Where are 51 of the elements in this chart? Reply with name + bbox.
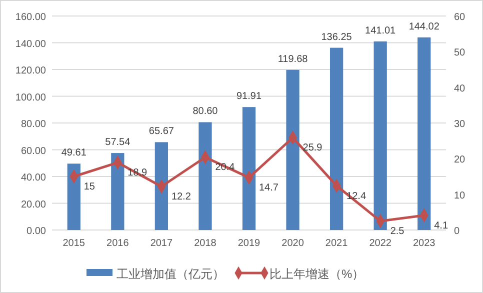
data-label: 144.02: [408, 21, 440, 32]
data-label: 25.9: [302, 142, 323, 154]
y-tick-label: 160.00: [15, 12, 46, 23]
bar: [154, 142, 168, 230]
x-tick-label: 2019: [238, 238, 261, 249]
data-label: 15: [84, 182, 96, 192]
data-label: 12.2: [171, 191, 192, 202]
data-label: 141.01: [365, 25, 396, 36]
data-label: 136.25: [321, 32, 352, 43]
bar: [111, 153, 124, 230]
y-tick-label: 80.00: [20, 119, 46, 130]
data-label: 4.1: [434, 220, 448, 232]
bar: [374, 41, 387, 230]
data-label: 119.68: [278, 54, 308, 65]
x-tick-label: 2015: [62, 238, 86, 249]
y2-tick-label: 50: [454, 48, 466, 59]
x-tick-label: 2022: [369, 238, 392, 249]
y-tick-label: 40.00: [20, 172, 46, 184]
y2-tick-label: 20: [454, 154, 466, 166]
x-tick-label: 2023: [412, 238, 436, 249]
y2-tick-label: 10: [454, 190, 466, 202]
y-tick-label: 60.00: [20, 146, 46, 157]
y2-tick-label: 30: [454, 119, 466, 130]
bar: [286, 70, 300, 230]
x-tick-label: 2021: [325, 238, 348, 249]
bar: [418, 37, 431, 230]
bar: [330, 48, 344, 230]
y-tick-label: 0.00: [26, 226, 46, 237]
data-label: 14.7: [259, 182, 279, 194]
y-tick-label: 140.00: [15, 38, 46, 50]
data-label: 57.54: [105, 137, 131, 148]
data-label: 49.61: [61, 148, 87, 159]
data-label: 80.60: [192, 106, 218, 118]
y2-tick-label: 60: [454, 12, 466, 23]
legend-label: 工业增加值（亿元）: [116, 267, 224, 281]
data-label: 65.67: [148, 126, 174, 138]
y-tick-label: 100.00: [15, 92, 46, 104]
legend-label: 比上年增速（%）: [270, 267, 364, 281]
data-label: 2.5: [390, 226, 405, 238]
data-label: 91.91: [236, 91, 262, 102]
y2-tick-label: 40: [454, 83, 466, 94]
bar: [198, 122, 212, 230]
bar: [67, 164, 80, 230]
x-tick-label: 2016: [106, 238, 130, 249]
x-tick-label: 2018: [194, 238, 217, 249]
x-tick-label: 2020: [282, 238, 304, 249]
x-tick-label: 2017: [150, 238, 174, 249]
y-tick-label: 120.00: [15, 66, 46, 76]
bar: [242, 107, 256, 230]
y-tick-label: 20.00: [20, 199, 46, 210]
y2-tick-label: 0: [454, 226, 460, 237]
